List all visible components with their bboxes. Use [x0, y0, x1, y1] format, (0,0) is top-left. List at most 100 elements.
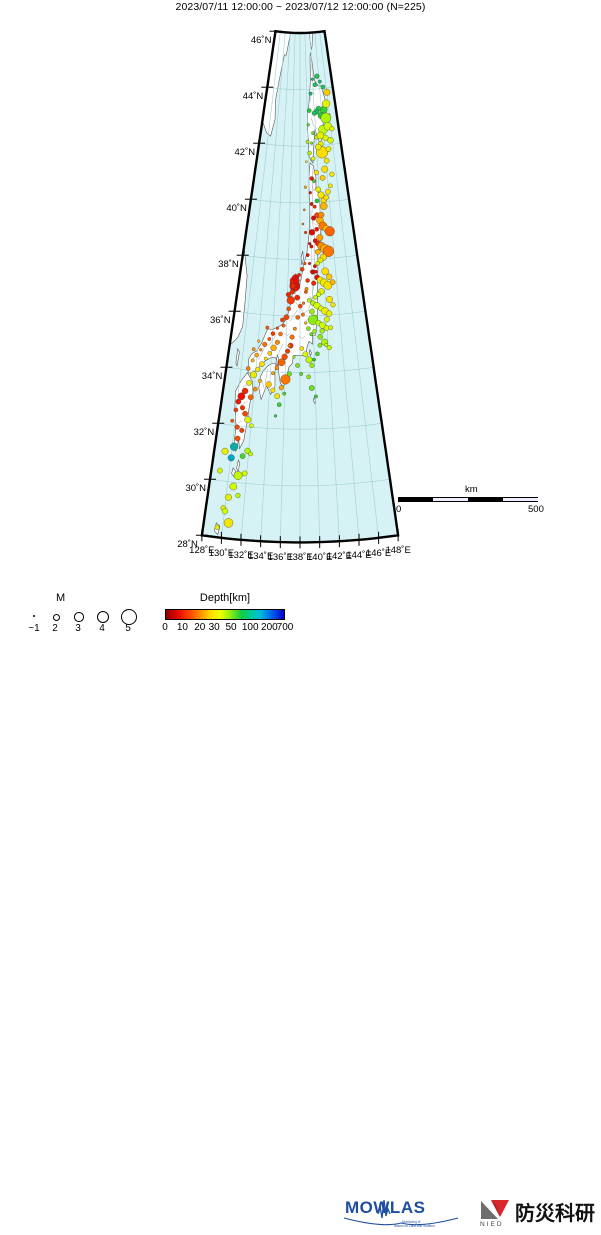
- earthquake-marker: [292, 355, 296, 359]
- depth-colorbar-labels: 0 10 20 30 50 100 200 700: [160, 622, 295, 635]
- lon-tick-label: 136˚E: [267, 552, 293, 564]
- scale-start-label: 0: [396, 504, 402, 515]
- lat-tick-label: 42˚N: [234, 147, 256, 159]
- earthquake-marker: [323, 194, 329, 201]
- earthquake-marker: [310, 141, 314, 145]
- map-panel[interactable]: 46˚N 44˚N 42˚N 40˚N 38˚N 36˚N 34˚N 32˚N 30˚N 28˚N…: [0, 10, 601, 588]
- earthquake-marker: [239, 427, 245, 433]
- earthquake-marker: [265, 325, 270, 330]
- nied-logo[interactable]: NIED 防災科研: [478, 1198, 596, 1228]
- depth-tick-label: 30: [208, 622, 220, 633]
- earthquake-marker: [321, 165, 329, 173]
- earthquake-marker: [285, 292, 291, 298]
- earthquake-marker: [299, 267, 305, 272]
- earthquake-marker: [242, 410, 248, 417]
- earthquake-marker: [239, 453, 246, 459]
- earthquake-marker: [230, 442, 239, 451]
- earthquake-marker: [233, 407, 239, 413]
- earthquake-marker: [304, 287, 309, 291]
- depth-tick-label: 50: [225, 622, 237, 633]
- earthquake-marker: [321, 267, 329, 276]
- svg-text:NIED: NIED: [480, 1221, 504, 1228]
- earthquake-marker: [230, 418, 235, 423]
- earthquake-marker: [305, 139, 310, 144]
- earthquake-marker: [250, 358, 255, 363]
- depth-colorbar: [165, 609, 285, 620]
- earthquake-marker: [301, 312, 305, 317]
- earthquake-marker: [289, 334, 295, 340]
- earthquake-marker: [319, 175, 326, 181]
- earthquake-marker: [246, 366, 251, 371]
- earthquake-marker: [305, 253, 310, 257]
- nied-mark-icon: [481, 1200, 509, 1219]
- earthquake-marker: [317, 79, 322, 84]
- lat-tick-label: 40˚N: [226, 203, 247, 215]
- lat-tick-label: 28˚N: [177, 539, 198, 551]
- earthquake-marker: [314, 73, 320, 79]
- depth-tick-label: 100: [241, 622, 259, 633]
- earthquake-marker: [328, 183, 333, 188]
- earthquake-marker: [320, 112, 332, 124]
- earthquake-marker: [319, 202, 328, 210]
- earthquake-marker: [277, 358, 286, 367]
- earthquake-marker: [312, 357, 316, 362]
- earthquake-marker: [308, 91, 313, 96]
- earthquake-marker: [303, 262, 307, 266]
- earthquake-marker: [249, 423, 254, 428]
- earthquake-marker: [323, 325, 330, 331]
- earthquake-marker: [320, 84, 326, 90]
- earthquake-marker: [224, 493, 232, 501]
- depth-tick-label: 200: [261, 622, 278, 633]
- lat-tick-label: 46˚N: [250, 35, 272, 47]
- earthquake-marker: [270, 387, 276, 393]
- earthquake-marker: [247, 394, 254, 401]
- earthquake-marker: [274, 365, 280, 370]
- lon-tick-label: 138˚E: [287, 552, 313, 564]
- earthquake-marker: [297, 273, 301, 277]
- earthquake-marker: [317, 333, 324, 340]
- magnitude-symbol: [74, 612, 84, 622]
- earthquake-marker: [214, 524, 220, 530]
- earthquake-marker: [322, 99, 331, 108]
- earthquake-marker: [315, 261, 320, 266]
- lon-tick-label: 130˚E: [208, 547, 235, 559]
- earthquake-marker: [307, 298, 312, 303]
- earthquake-marker: [233, 471, 243, 480]
- earthquake-marker: [293, 277, 300, 284]
- earthquake-marker: [329, 279, 336, 286]
- earthquake-marker: [327, 137, 334, 144]
- magnitude-label: 2: [52, 623, 58, 634]
- earthquake-marker: [308, 191, 312, 195]
- earthquake-marker: [313, 269, 318, 274]
- depth-tick-label: 20: [194, 622, 206, 633]
- earthquake-marker: [274, 339, 280, 345]
- earthquake-marker: [305, 278, 310, 283]
- earthquake-marker: [254, 352, 259, 358]
- earthquake-marker: [316, 234, 324, 242]
- earthquake-marker: [278, 331, 283, 337]
- earthquake-marker: [289, 289, 295, 295]
- earthquake-marker: [287, 344, 291, 348]
- earthquake-marker: [234, 424, 240, 430]
- earthquake-marker: [299, 346, 304, 351]
- earthquake-marker: [301, 222, 305, 226]
- lon-tick-label: 132˚E: [228, 549, 254, 561]
- mowlas-logo[interactable]: MOWLAS Monitoring of Waves on Land and S…: [342, 1196, 460, 1230]
- page-title: 2023/07/11 12:00:00 ~ 2023/07/12 12:00:0…: [175, 1, 426, 13]
- earthquake-marker: [329, 126, 335, 132]
- earthquake-marker: [306, 326, 311, 331]
- earthquake-marker: [244, 447, 251, 455]
- earthquake-marker: [280, 374, 291, 385]
- lon-tick-label: 144˚E: [346, 549, 372, 561]
- earthquake-marker: [295, 363, 300, 368]
- earthquake-marker: [258, 361, 265, 367]
- earthquake-marker: [274, 393, 281, 399]
- earthquake-marker: [317, 343, 323, 348]
- earthquake-marker: [307, 108, 312, 113]
- earthquake-marker: [281, 323, 286, 328]
- earthquake-marker: [325, 273, 333, 280]
- earthquake-marker: [308, 242, 312, 246]
- earthquake-marker: [229, 482, 238, 491]
- map-canvas[interactable]: [0, 10, 601, 588]
